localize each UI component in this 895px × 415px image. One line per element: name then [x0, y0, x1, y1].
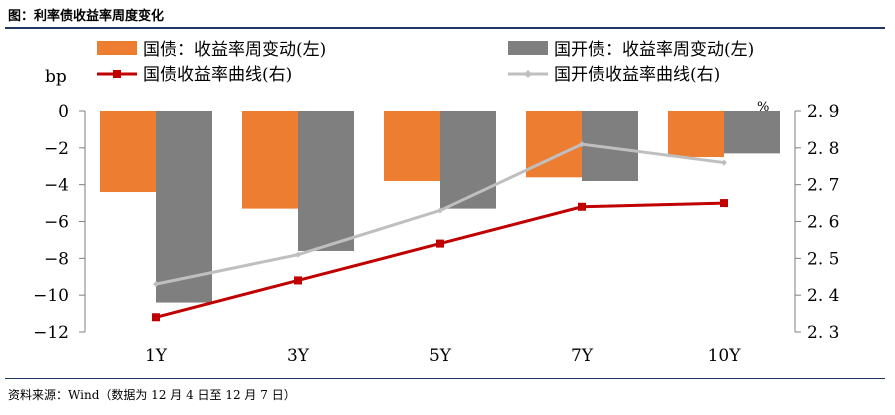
right-tick-label: 2. 4 — [807, 286, 839, 306]
legend: 国债：收益率周变动(左) 国开债：收益率周变动(左) 国债收益率曲线(右) 国开… — [97, 40, 754, 85]
left-tick-label: −6 — [44, 213, 69, 233]
left-tick-label: −10 — [33, 286, 69, 306]
right-tick-label: 2. 9 — [807, 102, 839, 122]
x-tick-label: 5Y — [429, 346, 452, 366]
legend-label-bond-curve: 国债收益率曲线(右) — [143, 65, 292, 85]
point-cdb-curve — [579, 141, 585, 148]
bar-bond-change — [668, 111, 724, 158]
bar-series — [100, 111, 780, 303]
left-axis-unit: bp — [45, 67, 67, 87]
legend-swatch-cdb-curve-marker — [524, 70, 532, 78]
legend-swatch-cdb-change — [508, 41, 548, 55]
point-bond-curve — [294, 276, 302, 285]
footer-divider — [5, 378, 885, 379]
left-tick-label: 0 — [58, 102, 69, 122]
right-tick-label: 2. 3 — [807, 323, 839, 343]
left-tick-label: −4 — [44, 176, 69, 196]
line-bond-curve — [155, 201, 725, 319]
x-tick-label: 7Y — [571, 346, 594, 366]
bar-cdb-change — [440, 111, 496, 209]
line-series — [152, 141, 728, 322]
bar-cdb-change — [724, 111, 780, 154]
point-bond-curve — [436, 239, 444, 248]
legend-label-cdb-curve: 国开债收益率曲线(右) — [554, 65, 720, 85]
point-bond-curve — [152, 313, 160, 322]
bar-cdb-change — [298, 111, 354, 251]
bar-bond-change — [384, 111, 440, 181]
legend-label-bond-change: 国债：收益率周变动(左) — [143, 40, 326, 60]
point-cdb-curve — [721, 159, 727, 166]
right-axis-ticks: 2. 9 2. 8 2. 7 2. 6 2. 5 2. 4 2. 3 — [795, 102, 839, 343]
title-divider — [5, 27, 885, 29]
x-tick-label: 3Y — [287, 346, 310, 366]
chart-title: 图：利率债收益率周度变化 — [8, 9, 165, 24]
chart: 国债：收益率周变动(左) 国开债：收益率周变动(左) 国债收益率曲线(右) 国开… — [33, 40, 839, 366]
left-axis-ticks: 0 −2 −4 −6 −8 −10 −12 — [33, 102, 85, 343]
point-bond-curve — [720, 199, 728, 208]
left-tick-label: −8 — [44, 249, 69, 269]
x-tick-label: 10Y — [708, 346, 742, 366]
right-tick-label: 2. 5 — [807, 249, 839, 269]
x-tick-label: 1Y — [145, 346, 168, 366]
legend-swatch-bond-curve-marker — [113, 70, 121, 78]
right-tick-label: 2. 8 — [807, 139, 839, 159]
point-cdb-curve — [153, 281, 159, 288]
legend-swatch-bond-change — [97, 41, 137, 55]
left-tick-label: −12 — [33, 323, 69, 343]
bar-cdb-change — [156, 111, 212, 303]
source-note: 资料来源：Wind（数据为 12 月 4 日至 12 月 7 日） — [8, 388, 296, 402]
right-tick-label: 2. 6 — [807, 213, 839, 233]
x-axis-labels: 1Y 3Y 5Y 7Y 10Y — [145, 346, 741, 366]
right-tick-label: 2. 7 — [807, 176, 839, 196]
left-tick-label: −2 — [44, 139, 69, 159]
point-bond-curve — [578, 202, 586, 211]
point-cdb-curve — [437, 207, 443, 214]
bar-bond-change — [100, 111, 156, 193]
legend-label-cdb-change: 国开债：收益率周变动(左) — [554, 40, 754, 60]
point-cdb-curve — [295, 251, 301, 258]
bar-bond-change — [242, 111, 298, 209]
